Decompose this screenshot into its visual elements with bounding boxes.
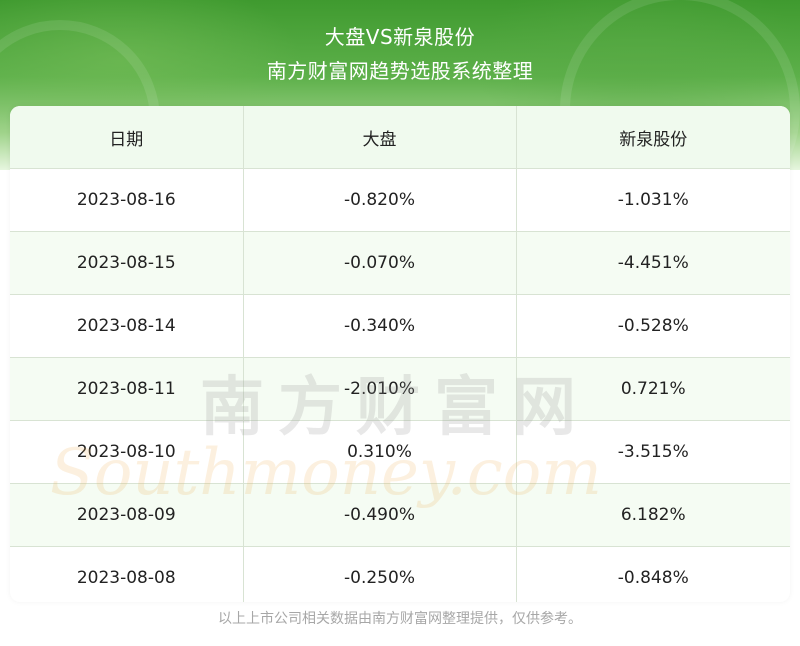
cell-stock-change: -3.515%: [516, 420, 790, 484]
cell-date: 2023-08-08: [10, 546, 244, 602]
cell-date: 2023-08-11: [10, 357, 244, 421]
title-line-2: 南方财富网趋势选股系统整理: [266, 59, 534, 83]
column-header-stock: 新泉股份: [516, 106, 790, 169]
table-row: 2023-08-11 -2.010% 0.721%: [10, 357, 790, 421]
cell-stock-change: -1.031%: [516, 168, 790, 232]
page-title: 大盘VS新泉股份 南方财富网趋势选股系统整理: [0, 20, 800, 88]
table-row: 2023-08-14 -0.340% -0.528%: [10, 294, 790, 358]
cell-stock-change: 0.721%: [516, 357, 790, 421]
cell-market-change: -0.820%: [243, 168, 517, 232]
cell-stock-change: 6.182%: [516, 483, 790, 547]
column-header-date: 日期: [10, 106, 244, 169]
comparison-table-card: 日期 大盘 新泉股份 2023-08-16 -0.820% -1.031% 20…: [10, 106, 790, 602]
cell-date: 2023-08-10: [10, 420, 244, 484]
column-header-market: 大盘: [243, 106, 517, 169]
cell-market-change: -0.340%: [243, 294, 517, 358]
cell-market-change: -0.070%: [243, 231, 517, 295]
table-row: 2023-08-09 -0.490% 6.182%: [10, 483, 790, 547]
cell-date: 2023-08-14: [10, 294, 244, 358]
cell-market-change: -0.490%: [243, 483, 517, 547]
table-row: 2023-08-10 0.310% -3.515%: [10, 420, 790, 484]
table-row: 2023-08-08 -0.250% -0.848%: [10, 546, 790, 602]
cell-market-change: -2.010%: [243, 357, 517, 421]
cell-stock-change: -4.451%: [516, 231, 790, 295]
comparison-table: 日期 大盘 新泉股份 2023-08-16 -0.820% -1.031% 20…: [10, 106, 790, 602]
cell-market-change: -0.250%: [243, 546, 517, 602]
cell-date: 2023-08-09: [10, 483, 244, 547]
table-row: 2023-08-16 -0.820% -1.031%: [10, 168, 790, 232]
title-line-1: 大盘VS新泉股份: [324, 25, 476, 49]
footer-note: 以上上市公司相关数据由南方财富网整理提供，仅供参考。: [218, 611, 582, 627]
table-header-row: 日期 大盘 新泉股份: [10, 106, 790, 169]
cell-market-change: 0.310%: [243, 420, 517, 484]
cell-date: 2023-08-15: [10, 231, 244, 295]
cell-date: 2023-08-16: [10, 168, 244, 232]
table-row: 2023-08-15 -0.070% -4.451%: [10, 231, 790, 295]
cell-stock-change: -0.848%: [516, 546, 790, 602]
cell-stock-change: -0.528%: [516, 294, 790, 358]
